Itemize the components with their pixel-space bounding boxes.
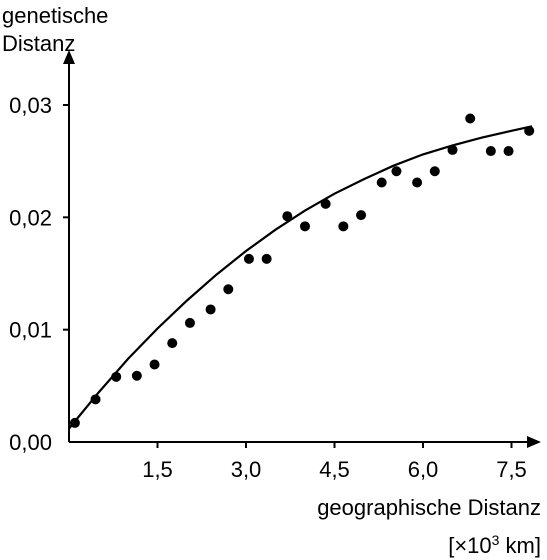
y-tick-label: 0,00 xyxy=(9,430,52,455)
data-point xyxy=(243,253,254,264)
data-point xyxy=(282,211,293,222)
data-point xyxy=(338,221,349,232)
data-point xyxy=(261,253,272,264)
x-unit-suffix: km] xyxy=(499,533,541,558)
y-tick-label: 0,02 xyxy=(9,205,52,230)
data-point xyxy=(412,177,423,188)
y-axis-title-line1: genetische xyxy=(2,3,109,28)
y-tick-label: 0,03 xyxy=(9,93,52,118)
x-tick-label: 4,5 xyxy=(319,457,350,482)
data-point xyxy=(184,317,195,328)
data-point xyxy=(429,166,440,177)
data-point xyxy=(447,144,458,155)
data-point xyxy=(391,166,402,177)
data-point xyxy=(320,198,331,209)
data-point xyxy=(167,338,178,349)
x-unit-prefix: [×10 xyxy=(448,533,492,558)
data-point xyxy=(111,371,122,382)
y-tick-label: 0,01 xyxy=(9,318,52,343)
data-point xyxy=(131,370,142,381)
data-point xyxy=(376,177,387,188)
data-point xyxy=(465,113,476,124)
data-point xyxy=(503,146,514,157)
x-axis-arrow xyxy=(527,436,541,448)
x-tick-label: 6,0 xyxy=(408,457,439,482)
y-axis-arrow xyxy=(63,50,75,64)
x-tick-label: 3,0 xyxy=(231,457,262,482)
trend-curve xyxy=(68,125,533,430)
data-point xyxy=(223,284,234,295)
data-point xyxy=(485,146,496,157)
data-point xyxy=(90,394,101,405)
x-unit-exponent: 3 xyxy=(491,532,500,548)
data-point xyxy=(300,221,310,232)
data-point xyxy=(356,210,367,221)
y-axis-title-line2: Distanz xyxy=(2,31,76,56)
x-tick-label: 7,5 xyxy=(496,457,527,482)
x-axis-unit: [×103 km] xyxy=(448,526,541,560)
data-point xyxy=(205,304,216,315)
data-point xyxy=(149,359,160,370)
data-point xyxy=(524,125,535,136)
x-axis-title: geographische Distanz xyxy=(317,495,541,520)
y-axis-title: genetische Distanz xyxy=(2,2,108,58)
data-point xyxy=(69,417,80,428)
x-tick-label: 1,5 xyxy=(142,457,173,482)
